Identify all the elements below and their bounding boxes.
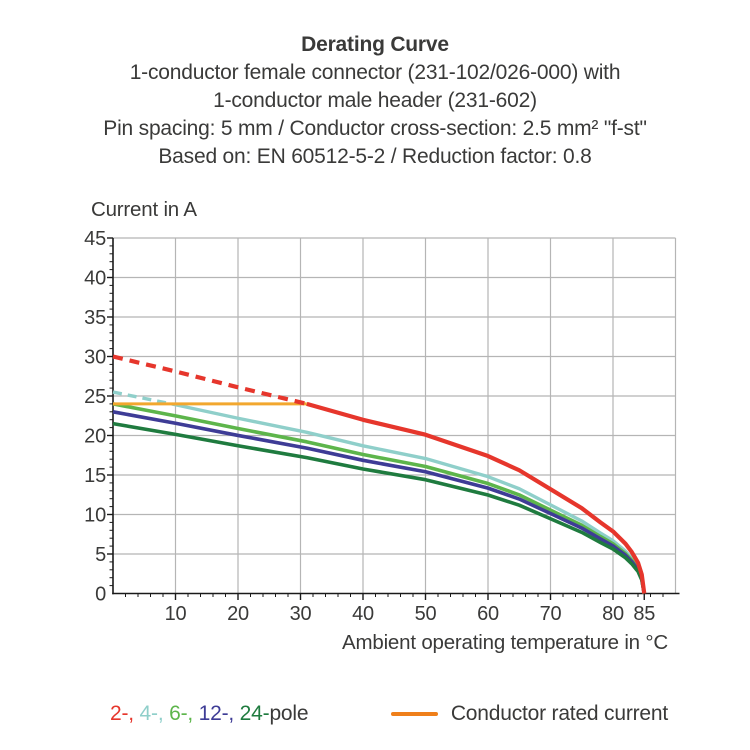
rated-current-legend: Conductor rated current [390,702,668,726]
y-tick-label: 5 [95,544,106,566]
y-tick-label: 40 [84,268,106,290]
rated-current-label: Conductor rated current [450,702,668,725]
x-tick-label: 60 [477,603,499,625]
y-tick-label: 20 [84,426,106,448]
y-tick-label: 35 [84,307,106,329]
figure-title: Derating Curve [301,33,449,56]
x-tick-label: 80 [602,603,624,625]
pole-legend-entry-4: 4-, [139,702,170,725]
pole-legend: 2-, 4-, 6-, 12-, 24-pole [110,702,309,726]
x-axis-title: Ambient operating temperature in °C [342,631,668,654]
pole-legend-entry-2: 2-, [110,702,140,725]
curve-2-pole [306,401,647,594]
figure-subtitle-line-4: Based on: EN 60512-5-2 / Reduction facto… [158,145,592,168]
y-tick-label: 45 [84,228,106,250]
figure-title-block: Derating Curve 1-conductor female connec… [0,31,750,171]
pole-legend-entry-12: 12-, [198,702,240,725]
curve-24-pole [112,421,647,594]
figure-subtitle-line-1: 1-conductor female connector (231-102/02… [129,61,621,84]
x-tick-label: 70 [540,603,562,625]
x-tick-label: 40 [352,603,374,625]
pole-legend-entry-24: 24- [239,702,270,725]
y-tick-label: 30 [84,347,106,369]
curve-2-pole-dashed [112,354,308,406]
x-tick-label: 30 [290,603,312,625]
pole-legend-suffix: pole [269,702,309,725]
x-tick-label: 85 [633,603,655,625]
rated-current-line-swatch [390,711,438,717]
y-tick-label: 15 [84,465,106,487]
x-tick-label: 20 [227,603,249,625]
y-tick-label: 0 [95,584,106,606]
x-tick-label: 10 [165,603,187,625]
pole-legend-entry-6: 6-, [169,702,199,725]
x-tick-label: 50 [415,603,437,625]
figure-subtitle-line-2: 1-conductor male header (231-602) [213,89,537,112]
y-axis-title: Current in A [91,198,197,221]
y-tick-label: 25 [84,386,106,408]
y-tick-label: 10 [84,505,106,527]
figure-subtitle-line-3: Pin spacing: 5 mm / Conductor cross-sect… [103,117,647,140]
